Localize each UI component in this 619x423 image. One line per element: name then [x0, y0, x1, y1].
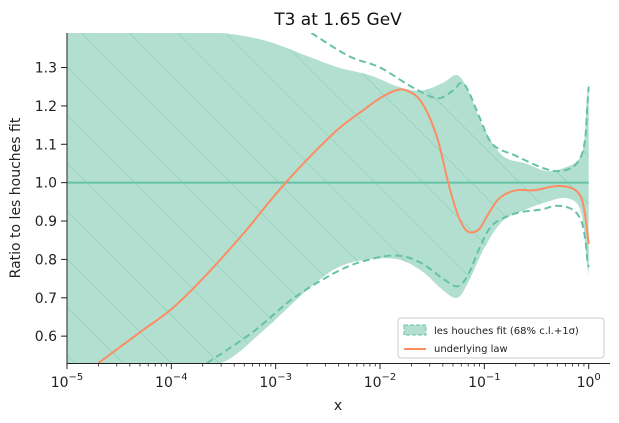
- legend-band-label: les houches fit (68% c.l.+1σ): [434, 326, 579, 337]
- underlying-law-line: [97, 88, 590, 363]
- x-tick-label: 100: [577, 372, 601, 391]
- x-tick-label: 10−2: [364, 372, 397, 391]
- x-tick-label: 10−1: [468, 372, 501, 391]
- y-axis-ticks: 0.6 0.7 0.8 0.9 1.0 1.1 1.2 1.3: [35, 61, 67, 345]
- fit-band-hatching: [67, 33, 589, 363]
- y-tick-label: 0.7: [35, 291, 57, 307]
- legend-band-swatch: [403, 324, 427, 336]
- y-tick-label: 1.2: [35, 99, 57, 115]
- x-axis-ticks: 10−5 10−4 10−3 10−2 10−1 100: [51, 363, 601, 391]
- plot-area: [67, 33, 590, 363]
- y-tick-label: 0.9: [35, 214, 57, 230]
- y-tick-label: 0.8: [35, 252, 57, 268]
- x-axis-label: x: [334, 398, 342, 414]
- y-tick-label: 1.3: [35, 61, 57, 77]
- legend-frame: [397, 317, 605, 359]
- y-tick-label: 0.6: [35, 329, 57, 345]
- chart-title: T3 at 1.65 GeV: [273, 10, 402, 30]
- y-tick-label: 1.0: [35, 176, 57, 192]
- y-axis-label: Ratio to les houches fit: [8, 117, 24, 278]
- legend: les houches fit (68% c.l.+1σ) underlying…: [397, 317, 605, 359]
- legend-law-label: underlying law: [434, 344, 508, 355]
- x-tick-label: 10−4: [155, 372, 188, 391]
- x-tick-label: 10−3: [259, 372, 292, 391]
- y-tick-label: 1.1: [35, 137, 57, 153]
- fit-dashed-upper-bound: [310, 33, 590, 173]
- fit-dashed-lower-bound: [206, 204, 590, 363]
- x-tick-label: 10−5: [51, 372, 84, 391]
